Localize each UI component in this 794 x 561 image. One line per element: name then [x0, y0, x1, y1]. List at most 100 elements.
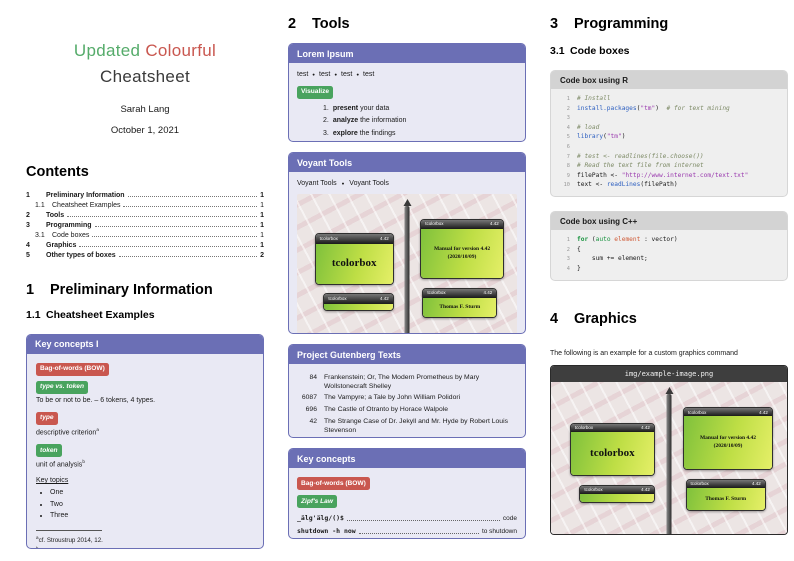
badge-type: type	[36, 411, 58, 425]
line-number: 6	[566, 144, 570, 151]
voyant-tools-link[interactable]: Voyant Tools	[297, 180, 337, 188]
doc-title: Updated Colourful Cheatsheet	[26, 38, 264, 91]
box-title: Voyant Tools	[289, 153, 525, 173]
subsection-number: 1.1	[26, 308, 41, 321]
toc-label: Preliminary Information	[46, 191, 125, 199]
toc-page-number: 1	[260, 241, 264, 249]
lorem-ipsum-box: Lorem Ipsum test ● test ● test ● test Vi…	[288, 43, 526, 143]
tcolorbox-demo-small-box: tcolorbox 4.42	[579, 484, 655, 504]
list-item: 1. present your data	[323, 104, 517, 114]
gutenberg-id: 6087	[301, 394, 317, 402]
type-definition: descriptive criteriona	[36, 426, 99, 437]
badge-zipfs-law: Zipf's Law	[297, 495, 337, 508]
code-segment: : vector)	[640, 236, 678, 244]
tcolorbox-demo-titlebar: tcolorbox 4.42	[423, 288, 497, 298]
toc-entry[interactable]: 1 Preliminary Information 1	[26, 192, 264, 199]
tcolorbox-demo-titlebar: tcolorbox 4.42	[570, 423, 654, 432]
list-item: 2. analyze the information	[323, 116, 517, 126]
code-segment: # load	[577, 123, 600, 131]
footnote-rule	[36, 529, 102, 531]
toc-entry[interactable]: 1.1 Cheatsheet Examples 1	[26, 202, 264, 209]
example-image-frame: img/example-image.png tcolorbox 4.42 tcol…	[550, 364, 788, 535]
toc-dotted-leader	[94, 226, 258, 228]
line-number: 7	[566, 153, 570, 160]
code-line: 9 filePath <- "http://www.internet.com/te…	[559, 171, 779, 181]
line-number: 2	[566, 246, 570, 253]
step-number: 1.	[323, 104, 329, 112]
code-segment: auto	[595, 236, 615, 244]
toc-entry[interactable]: 2 Tools 1	[26, 212, 264, 219]
toc-label: Programming	[46, 221, 92, 229]
step-text: explore the findings	[332, 130, 396, 138]
line-number: 8	[566, 163, 570, 170]
signpost-pole-icon	[666, 393, 672, 534]
code-line: 1 for (auto element : vector)	[559, 235, 779, 245]
dotted-leader	[346, 519, 500, 521]
line-number: 5	[566, 134, 570, 141]
code-segment: "http://www.internet.com/text.txt"	[621, 171, 749, 179]
footnote: acf. Stroustrup 2014, 12.	[36, 534, 103, 544]
code-segment: # Read the text file from internet	[577, 162, 704, 170]
code-line: 3	[559, 113, 779, 123]
section-number: 2	[288, 16, 297, 32]
toc-label: Other types of boxes	[46, 251, 116, 259]
voyant-tools-link[interactable]: Voyant Tools	[349, 180, 389, 188]
badge-visualize: Visualize	[297, 85, 334, 99]
tcolorbox-demo-titlebar: tcolorbox 4.42	[580, 485, 654, 494]
toc-entry[interactable]: 3 Programming 1	[26, 222, 264, 229]
toc-page-number: 1	[260, 221, 264, 229]
box-title: Project Gutenberg Texts	[289, 345, 525, 364]
gutenberg-title: The Strange Case of Dr. Jekyll and Mr. H…	[324, 417, 508, 434]
author-label: Thomas F. Sturm	[423, 297, 497, 318]
badge-type-vs-token: type vs. token	[36, 380, 88, 394]
title-word-updated: Updated	[73, 41, 141, 60]
code-segment: text <-	[577, 181, 607, 189]
tcolorbox-demo-titlebar: tcolorbox 4.42	[686, 479, 765, 488]
toc-number: 1	[26, 191, 30, 199]
column-right: 3 Programming 3.1 Code boxes Code box usin…	[550, 16, 788, 549]
toc-page-number: 2	[260, 251, 264, 259]
code-segment: }	[577, 264, 581, 272]
line-number: 4	[566, 265, 570, 272]
table-of-contents: 1 Preliminary Information 1 1.1 Cheatshe…	[26, 189, 264, 262]
toc-number: 5	[26, 251, 30, 259]
section-number: 4	[550, 310, 559, 327]
shortcut-row: shutdown -h now to shutdown	[297, 527, 517, 536]
tcolorbox-demo-titlebar: tcolorbox 4.42	[324, 294, 393, 304]
box-body: Bag-of-words (BOW) type vs. token To be …	[27, 354, 263, 548]
toc-number: 2	[26, 211, 30, 219]
toc-dotted-leader	[79, 246, 258, 248]
tcolorbox-logo-label: tcolorbox	[570, 431, 654, 475]
badge-token: token	[36, 444, 62, 458]
toc-page-number: 1	[260, 211, 264, 219]
badge-bag-of-words: Bag-of-words (BOW)	[36, 362, 109, 376]
section-number: 3	[550, 16, 559, 32]
toc-page-number: 1	[260, 201, 264, 209]
shortcut-description: to shutdown	[481, 527, 517, 535]
tcolorbox-demo-main-box: tcolorbox 4.42 tcolorbox	[569, 422, 655, 476]
code-segment: install.packages	[577, 104, 637, 112]
gutenberg-id: 696	[305, 406, 317, 414]
code-box-title: Code box using R	[551, 71, 787, 89]
table-row: 6087 The Vampyre; a Tale by John William…	[297, 393, 517, 402]
empty-box-body	[580, 493, 654, 503]
code-segment: )	[621, 133, 626, 141]
code-segment: # test <- readlines(file.choose())	[577, 152, 704, 160]
toc-entry[interactable]: 3.1 Code boxes 1	[26, 232, 264, 239]
gutenberg-texts-box: Project Gutenberg Texts 84 Frankenstein;…	[288, 344, 526, 439]
test-items-row: test ● test ● test ● test	[297, 70, 517, 80]
subsection-number: 3.1	[550, 45, 565, 57]
code-segment: (filePath)	[640, 181, 678, 189]
code-segment: {	[577, 245, 581, 253]
step-number: 3.	[323, 130, 329, 138]
toc-number: 3	[26, 221, 30, 229]
step-text: analyze the information	[332, 117, 407, 125]
toc-entry[interactable]: 4 Graphics 1	[26, 242, 264, 249]
contents-heading: Contents	[26, 163, 89, 180]
voyant-tools-box: Voyant Tools Voyant Tools ● Voyant Tools…	[288, 152, 526, 334]
code-segment: "tm"	[640, 104, 656, 112]
code-line: 3 sum += element;	[559, 254, 779, 264]
toc-entry[interactable]: 5 Other types of boxes 2	[26, 252, 264, 259]
box-title: Lorem Ipsum	[289, 44, 525, 63]
line-number: 3	[566, 115, 570, 122]
